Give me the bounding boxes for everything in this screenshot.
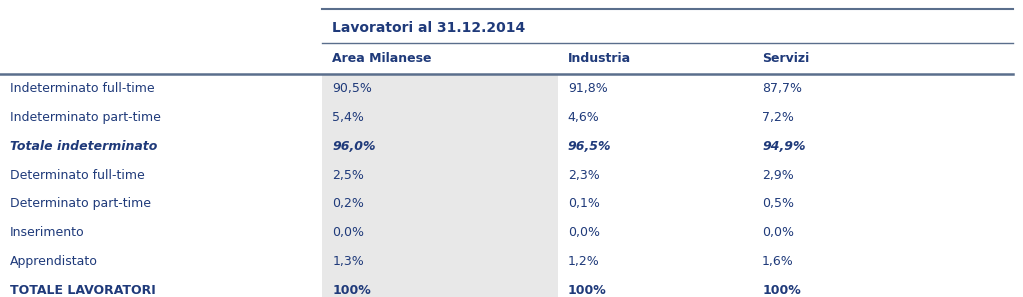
Text: 0,0%: 0,0% [332, 226, 364, 239]
Text: 96,0%: 96,0% [332, 140, 376, 153]
Text: 94,9%: 94,9% [762, 140, 806, 153]
Text: 2,5%: 2,5% [332, 169, 364, 181]
Text: 100%: 100% [762, 284, 801, 297]
Text: 7,2%: 7,2% [762, 111, 794, 124]
Text: 87,7%: 87,7% [762, 82, 802, 95]
Text: Determinato part-time: Determinato part-time [10, 198, 151, 210]
Text: Servizi: Servizi [762, 52, 809, 65]
Text: 96,5%: 96,5% [568, 140, 612, 153]
Text: 2,3%: 2,3% [568, 169, 599, 181]
Text: 0,0%: 0,0% [568, 226, 599, 239]
Text: 5,4%: 5,4% [332, 111, 364, 124]
Text: Industria: Industria [568, 52, 631, 65]
Text: 0,1%: 0,1% [568, 198, 599, 210]
Text: Lavoratori al 31.12.2014: Lavoratori al 31.12.2014 [332, 21, 526, 35]
Text: 100%: 100% [332, 284, 371, 297]
Text: 1,6%: 1,6% [762, 255, 794, 268]
Text: 0,2%: 0,2% [332, 198, 364, 210]
Text: TOTALE LAVORATORI: TOTALE LAVORATORI [10, 284, 155, 297]
Bar [322, 74, 558, 297]
Text: 90,5%: 90,5% [332, 82, 372, 95]
Text: Totale indeterminato: Totale indeterminato [10, 140, 158, 153]
Text: 91,8%: 91,8% [568, 82, 608, 95]
Text: 0,5%: 0,5% [762, 198, 794, 210]
Text: Determinato full-time: Determinato full-time [10, 169, 145, 181]
Text: 1,2%: 1,2% [568, 255, 599, 268]
Text: Apprendistato: Apprendistato [10, 255, 98, 268]
Text: 4,6%: 4,6% [568, 111, 599, 124]
Text: Indeterminato full-time: Indeterminato full-time [10, 82, 154, 95]
Text: Indeterminato part-time: Indeterminato part-time [10, 111, 161, 124]
Text: 100%: 100% [568, 284, 607, 297]
Text: 0,0%: 0,0% [762, 226, 794, 239]
Text: 1,3%: 1,3% [332, 255, 364, 268]
Text: Inserimento: Inserimento [10, 226, 85, 239]
Text: Area Milanese: Area Milanese [332, 52, 432, 65]
Text: 2,9%: 2,9% [762, 169, 794, 181]
